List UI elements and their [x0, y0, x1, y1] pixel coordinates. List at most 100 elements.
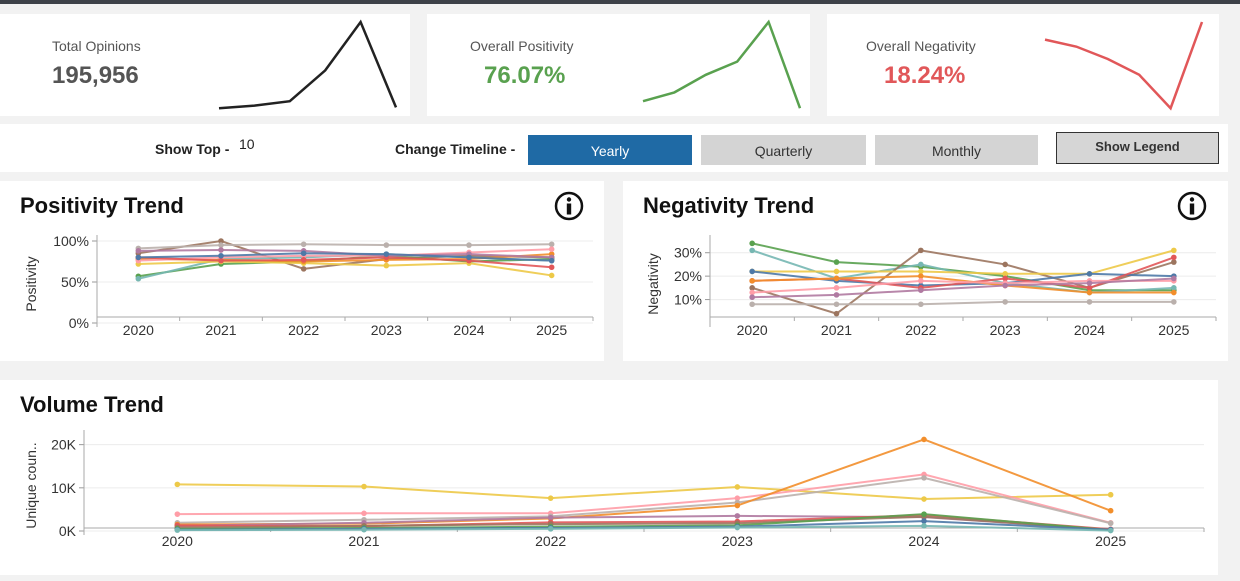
- timeline-option-quarterly[interactable]: Quarterly: [701, 135, 866, 165]
- data-point: [547, 495, 554, 501]
- y-tick-label: 0K: [59, 523, 77, 539]
- data-point: [1171, 275, 1177, 282]
- show-top-label: Show Top -: [155, 141, 230, 157]
- x-tick-label: 2025: [536, 322, 567, 338]
- sparkline-path: [1044, 21, 1204, 111]
- data-point: [918, 261, 924, 268]
- data-point: [300, 250, 307, 257]
- kpi-value: 18.24%: [884, 62, 966, 89]
- x-tick-label: 2020: [737, 322, 768, 338]
- data-point: [548, 264, 555, 271]
- x-tick-label: 2021: [821, 322, 852, 338]
- data-point: [1002, 282, 1008, 289]
- data-point: [749, 247, 755, 254]
- data-point: [833, 285, 840, 291]
- series-line: [177, 515, 1111, 531]
- x-tick-label: 2020: [123, 322, 154, 338]
- data-point: [361, 483, 367, 490]
- volume-trend-panel: Volume Trend 0K 10K 20K Unique coun.. 2020 20…: [0, 380, 1218, 575]
- x-tick-label: 2021: [348, 533, 379, 549]
- data-point: [174, 527, 181, 533]
- data-point: [383, 242, 390, 248]
- data-point: [1107, 491, 1114, 498]
- timeline-option-monthly[interactable]: Monthly: [875, 135, 1038, 165]
- series-line: [138, 243, 552, 250]
- data-point: [833, 310, 840, 317]
- data-point: [921, 475, 927, 481]
- data-point: [734, 513, 741, 519]
- data-point: [466, 242, 472, 248]
- x-tick-label: 2025: [1095, 533, 1126, 549]
- data-point: [383, 262, 390, 269]
- x-tick-label: 2020: [162, 533, 193, 549]
- series-line: [138, 256, 552, 269]
- data-point: [218, 242, 224, 248]
- data-point: [918, 301, 924, 308]
- data-point: [921, 436, 927, 443]
- data-point: [300, 241, 307, 248]
- x-tick-label: 2022: [905, 322, 936, 338]
- data-point: [734, 484, 741, 490]
- data-point: [749, 268, 755, 275]
- show-legend-button[interactable]: Show Legend: [1056, 132, 1219, 164]
- data-point: [135, 254, 142, 261]
- series-line: [138, 260, 552, 277]
- y-tick-label: 30%: [674, 245, 702, 261]
- data-point: [833, 275, 840, 282]
- data-point: [749, 285, 755, 291]
- timeline-option-yearly[interactable]: Yearly: [528, 135, 692, 165]
- data-point: [833, 301, 840, 308]
- volume-trend-chart: 0K 10K 20K Unique coun.. 2020 2021 2022 2023 202…: [23, 430, 1205, 549]
- info-icon[interactable]: [1177, 191, 1207, 221]
- data-point: [547, 526, 554, 532]
- negativity-trend-panel: Negativity Trend 10% 20% 30% Negativity 2020…: [623, 181, 1228, 361]
- kpi-label: Total Opinions: [52, 38, 141, 54]
- kpi-card-total-opinions: Total Opinions 195,956: [0, 14, 410, 116]
- data-point: [383, 251, 390, 257]
- x-tick-label: 2023: [722, 533, 753, 549]
- data-point: [749, 278, 755, 284]
- data-point: [1107, 507, 1114, 514]
- data-point: [1002, 299, 1008, 305]
- data-point: [918, 247, 924, 254]
- x-tick-label: 2024: [453, 322, 484, 338]
- info-icon[interactable]: [554, 191, 584, 221]
- data-point: [466, 254, 472, 261]
- y-axis-label: Negativity: [645, 253, 661, 314]
- x-tick-label: 2024: [908, 533, 939, 549]
- y-axis-label: Positivity: [23, 256, 39, 311]
- y-tick-label: 50%: [61, 274, 89, 290]
- x-tick-label: 2023: [990, 322, 1021, 338]
- data-point: [1086, 289, 1093, 296]
- data-point: [1002, 275, 1008, 282]
- data-point: [749, 289, 755, 296]
- data-point: [135, 248, 142, 254]
- data-point: [361, 510, 367, 517]
- series-line: [752, 300, 1174, 306]
- data-point: [174, 511, 181, 517]
- data-point: [1002, 261, 1008, 268]
- x-tick-label: 2022: [535, 533, 566, 549]
- data-point: [1107, 520, 1114, 527]
- kpi-label: Overall Positivity: [470, 38, 574, 54]
- kpi-value: 195,956: [52, 62, 139, 89]
- data-point: [921, 518, 927, 524]
- data-point: [547, 514, 554, 521]
- series-line: [177, 476, 1111, 525]
- series-line: [752, 249, 1175, 275]
- kpi-card-overall-positivity: Overall Positivity 76.07%: [427, 14, 810, 116]
- data-point: [1171, 285, 1177, 291]
- show-top-input[interactable]: 10: [239, 136, 255, 152]
- panel-title: Negativity Trend: [643, 193, 815, 218]
- data-point: [918, 268, 924, 275]
- series-line: [751, 242, 1174, 292]
- data-point: [1171, 289, 1177, 296]
- data-point: [174, 481, 181, 488]
- kpi-label: Overall Negativity: [866, 38, 976, 54]
- data-point: [1002, 271, 1008, 277]
- data-point: [833, 259, 840, 265]
- y-axis-label: Unique coun..: [23, 442, 39, 528]
- data-point: [1171, 259, 1177, 265]
- data-point: [361, 526, 367, 533]
- data-point: [300, 266, 307, 272]
